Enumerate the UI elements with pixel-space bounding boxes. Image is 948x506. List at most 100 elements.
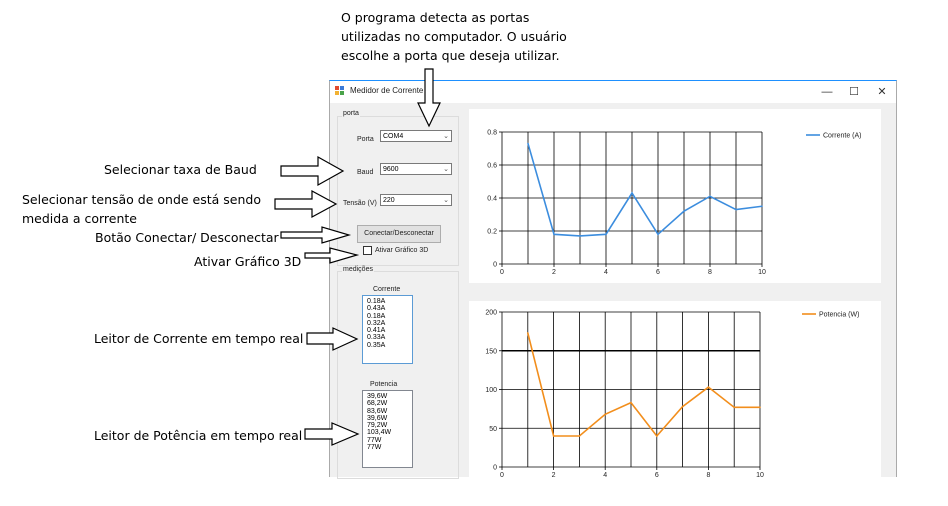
annotation-graph3d: Ativar Gráfico 3D bbox=[194, 254, 302, 269]
series-line bbox=[527, 332, 760, 438]
data-point bbox=[527, 142, 529, 145]
current-list-item[interactable]: 0.35A bbox=[367, 341, 386, 349]
data-point bbox=[759, 406, 761, 409]
maximize-button[interactable]: ☐ bbox=[849, 86, 859, 98]
app-icon bbox=[335, 86, 344, 95]
series-line bbox=[527, 143, 763, 237]
x-tick-label: 0 bbox=[500, 472, 504, 477]
data-point bbox=[683, 210, 685, 212]
baud-select[interactable]: 9600 ⌄ bbox=[380, 163, 452, 175]
data-point bbox=[709, 195, 711, 198]
power-list-item[interactable]: 79,2W bbox=[367, 422, 388, 430]
minimize-button[interactable]: — bbox=[821, 86, 833, 98]
power-chart-area: 0 50 100 150 200 0 2 4 6 8 10 Potencia (W) bbox=[469, 301, 881, 479]
power-listbox[interactable]: 39,6W 68,2W 83,6W 39,6W 79,2W 103,4W 77W 77W bbox=[362, 390, 413, 468]
current-chart-area: 0 0.2 0.4 0.6 0.8 0 2 4 6 8 10 Corrente (A) bbox=[469, 109, 881, 283]
current-list-item[interactable]: 0.18A bbox=[367, 298, 386, 305]
baud-label: Baud bbox=[357, 169, 374, 176]
power-list-item[interactable]: 103,4W bbox=[367, 429, 392, 437]
y-tick-label: 0.2 bbox=[487, 229, 497, 236]
y-tick-label: 50 bbox=[489, 426, 497, 433]
data-point bbox=[657, 233, 659, 236]
chevron-down-icon: ⌄ bbox=[443, 133, 449, 140]
current-chart: 0 0.2 0.4 0.6 0.8 0 2 4 6 8 10 Corrente (A) bbox=[487, 130, 862, 277]
chevron-down-icon: ⌄ bbox=[443, 197, 449, 204]
current-list-item[interactable]: 0.43A bbox=[367, 305, 386, 313]
data-point bbox=[631, 192, 633, 194]
data-point bbox=[630, 401, 632, 404]
close-button[interactable]: ✕ bbox=[877, 86, 887, 98]
data-point bbox=[578, 435, 581, 437]
window-title: Medidor de Corrente bbox=[350, 86, 424, 95]
port-label: Porta bbox=[357, 136, 374, 143]
annotation-power-reader: Leitor de Potência em tempo real bbox=[94, 428, 303, 443]
y-tick-label: 0 bbox=[493, 465, 497, 472]
power-list-item[interactable]: 77W bbox=[367, 444, 382, 452]
current-list-item[interactable]: 0.33A bbox=[367, 334, 386, 342]
power-title: Potencia bbox=[370, 381, 398, 388]
data-point bbox=[552, 435, 555, 437]
x-tick-label: 8 bbox=[706, 472, 710, 477]
chevron-down-icon: ⌄ bbox=[443, 166, 449, 173]
graph3d-checkbox-label: Ativar Gráfico 3D bbox=[375, 247, 429, 254]
port-select-value: COM4 bbox=[383, 133, 404, 140]
legend-label: Potencia (W) bbox=[819, 312, 859, 319]
legend-label: Corrente (A) bbox=[823, 133, 862, 140]
port-group bbox=[337, 116, 459, 266]
y-tick-label: 0.8 bbox=[487, 130, 497, 137]
x-tick-label: 4 bbox=[604, 269, 608, 276]
data-point bbox=[553, 233, 555, 236]
data-point bbox=[681, 405, 684, 408]
power-list-item[interactable]: 39,6W bbox=[367, 393, 388, 400]
port-select[interactable]: COM4 ⌄ bbox=[380, 130, 452, 142]
data-point bbox=[733, 406, 735, 409]
annotation-baud: Selecionar taxa de Baud bbox=[104, 162, 257, 177]
power-list-item[interactable]: 83,6W bbox=[367, 407, 388, 415]
arrow-right-icon bbox=[274, 189, 338, 219]
x-tick-label: 4 bbox=[603, 472, 607, 477]
annotation-ports: O programa detecta as portas utilizadas … bbox=[341, 8, 567, 65]
power-list-item[interactable]: 77W bbox=[367, 436, 382, 444]
current-list-item[interactable]: 0.18A bbox=[367, 312, 386, 320]
annotation-ports-line2: utilizadas no computador. O usuário bbox=[341, 29, 567, 44]
x-tick-label: 10 bbox=[758, 269, 766, 276]
annotation-ports-line3: escolhe a porta que deseja utilizar. bbox=[341, 48, 560, 63]
y-tick-label: 0 bbox=[493, 262, 497, 269]
power-list-item[interactable]: 68,2W bbox=[367, 400, 388, 408]
voltage-label: Tensão (V) bbox=[343, 200, 377, 207]
current-title: Corrente bbox=[373, 286, 401, 293]
x-tick-label: 2 bbox=[552, 269, 556, 276]
y-tick-label: 0.6 bbox=[487, 163, 497, 170]
power-list-item[interactable]: 39,6W bbox=[367, 414, 388, 422]
connect-button[interactable]: Conectar/Desconectar bbox=[357, 225, 441, 243]
baud-select-value: 9600 bbox=[383, 166, 399, 173]
data-point bbox=[604, 413, 606, 416]
x-tick-label: 10 bbox=[756, 472, 764, 477]
app-window: Medidor de Corrente — ☐ ✕ porta Porta CO… bbox=[329, 80, 897, 479]
current-list-item[interactable]: 0.32A bbox=[367, 319, 386, 327]
voltage-select-value: 220 bbox=[383, 197, 395, 204]
data-point bbox=[656, 435, 658, 437]
x-tick-label: 8 bbox=[708, 269, 712, 276]
annotation-current-reader: Leitor de Corrente em tempo real bbox=[94, 331, 304, 346]
data-point bbox=[707, 386, 710, 388]
measure-group bbox=[337, 271, 459, 479]
y-tick-label: 200 bbox=[485, 310, 497, 317]
current-list-item[interactable]: 0.41A bbox=[367, 327, 386, 335]
title-bar: Medidor de Corrente — ☐ ✕ bbox=[330, 81, 896, 103]
x-tick-label: 6 bbox=[655, 472, 659, 477]
annotation-connect: Botão Conectar/ Desconectar bbox=[95, 230, 279, 245]
graph3d-checkbox[interactable] bbox=[363, 246, 372, 255]
data-point bbox=[527, 332, 529, 334]
data-point bbox=[579, 235, 581, 237]
measure-group-title: medições bbox=[342, 266, 374, 273]
y-tick-label: 150 bbox=[485, 348, 497, 355]
annotation-voltage-line1: Selecionar tensão de onde está sendo bbox=[22, 192, 261, 207]
data-point bbox=[605, 233, 607, 236]
voltage-select[interactable]: 220 ⌄ bbox=[380, 194, 452, 206]
y-tick-label: 100 bbox=[485, 387, 497, 394]
x-tick-label: 2 bbox=[552, 472, 556, 477]
annotation-ports-line1: O programa detecta as portas bbox=[341, 10, 530, 25]
annotation-voltage: Selecionar tensão de onde está sendo med… bbox=[22, 190, 261, 228]
current-listbox[interactable]: 0.18A 0.43A 0.18A 0.32A 0.41A 0.33A 0.35A bbox=[362, 295, 413, 364]
